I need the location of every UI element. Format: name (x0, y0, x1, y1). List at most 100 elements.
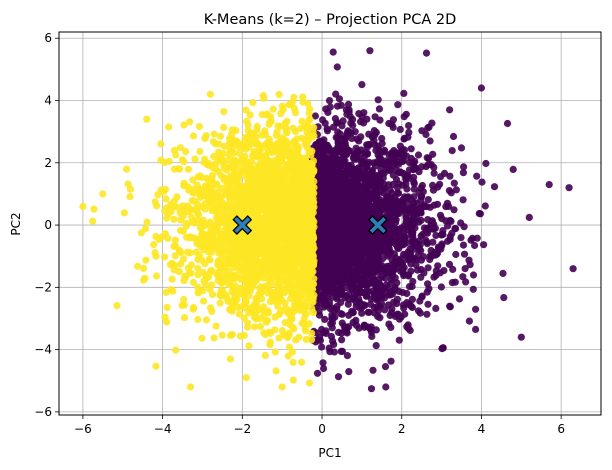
scatter-point (409, 277, 417, 286)
scatter-point (324, 214, 332, 222)
scatter-point (154, 191, 162, 199)
scatter-point (423, 238, 431, 246)
scatter-point (403, 289, 411, 298)
scatter-point (374, 249, 382, 257)
scatter-point (323, 300, 331, 309)
scatter-point (331, 150, 339, 158)
scatter-point (349, 309, 357, 317)
scatter-point (325, 97, 334, 105)
scatter-point (455, 295, 464, 303)
scatter-point (452, 186, 460, 194)
scatter-point (446, 172, 454, 180)
scatter-point (324, 288, 332, 296)
scatter-point (490, 183, 499, 191)
scatter-point (469, 271, 478, 279)
scatter-point (234, 184, 242, 192)
scatter-point (324, 161, 332, 169)
scatter-point (351, 279, 359, 288)
cluster-1-points (79, 90, 318, 391)
scatter-point (348, 253, 356, 261)
scatter-point (460, 223, 468, 231)
scatter-point (439, 227, 447, 235)
scatter-point (396, 168, 404, 176)
scatter-point (430, 169, 438, 177)
scatter-point (400, 89, 408, 97)
scatter-point (429, 186, 438, 194)
scatter-point (217, 287, 225, 295)
scatter-point (369, 366, 377, 374)
scatter-point (517, 333, 525, 341)
scatter-point (236, 141, 244, 150)
scatter-point (209, 138, 218, 146)
scatter-point (317, 250, 325, 258)
scatter-point (152, 272, 161, 280)
scatter-point (248, 158, 256, 166)
scatter-point (424, 264, 432, 272)
scatter-point (175, 165, 183, 173)
scatter-point (331, 182, 339, 190)
scatter-point (385, 166, 393, 175)
scatter-point (369, 132, 377, 140)
scatter-point (289, 124, 297, 132)
scatter-point (214, 219, 222, 227)
scatter-point (161, 207, 169, 215)
scatter-point (358, 81, 366, 89)
scatter-point (373, 303, 381, 311)
scatter-point (371, 113, 379, 121)
scatter-point (371, 162, 379, 170)
scatter-point (387, 357, 395, 365)
scatter-point (333, 119, 341, 127)
scatter-point (344, 265, 352, 273)
scatter-point (400, 272, 408, 280)
scatter-point (362, 239, 370, 247)
scatter-point (335, 157, 343, 165)
scatter-point (460, 250, 469, 258)
scatter-point (287, 314, 295, 322)
scatter-point (349, 294, 357, 302)
scatter-point (476, 210, 484, 218)
scatter-point (194, 264, 202, 272)
scatter-point (339, 117, 347, 125)
scatter-point (405, 300, 413, 308)
scatter-point (429, 238, 437, 246)
scatter-point (321, 315, 329, 323)
scatter-point (424, 124, 432, 132)
scatter-point (186, 118, 194, 126)
scatter-point (425, 285, 433, 293)
scatter-point (275, 90, 283, 99)
scatter-point (322, 150, 331, 159)
scatter-point (189, 132, 198, 140)
scatter-point (338, 329, 346, 337)
scatter-point (342, 142, 350, 151)
scatter-point (277, 110, 285, 118)
scatter-point (326, 230, 335, 238)
scatter-point (172, 151, 180, 159)
scatter-point (417, 273, 425, 281)
scatter-point (360, 119, 368, 127)
scatter-point (351, 258, 359, 266)
scatter-point (228, 126, 236, 134)
scatter-point (333, 102, 342, 110)
scatter-point (163, 303, 171, 312)
scatter-point (419, 230, 427, 238)
scatter-point (180, 314, 189, 322)
scatter-point (473, 234, 481, 242)
scatter-point (198, 256, 206, 264)
scatter-point (263, 110, 271, 118)
scatter-point (423, 310, 431, 318)
scatter-point (198, 334, 206, 342)
scatter-point (365, 189, 373, 197)
scatter-point (200, 297, 208, 305)
scatter-point (163, 214, 171, 222)
scatter-point (176, 227, 185, 235)
scatter-point (409, 166, 417, 174)
scatter-point (378, 198, 386, 206)
scatter-point (360, 202, 368, 210)
scatter-point (396, 207, 404, 215)
scatter-point (140, 276, 148, 284)
scatter-point (394, 243, 402, 252)
scatter-point (323, 263, 331, 271)
scatter-point (390, 250, 398, 258)
scatter-point (440, 267, 448, 275)
